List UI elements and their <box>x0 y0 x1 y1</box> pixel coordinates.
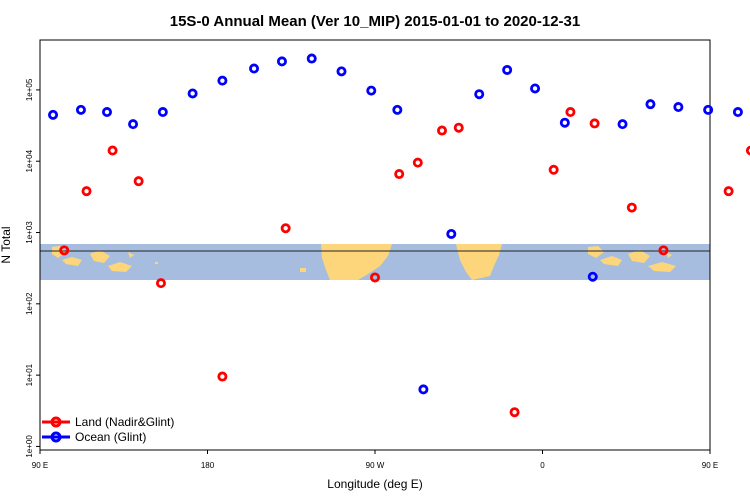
land-point <box>626 202 637 213</box>
map-land-asia-australia-right <box>588 246 676 272</box>
ocean-point <box>128 119 139 130</box>
ocean-point <box>392 104 403 115</box>
y-tick-label: 1e+01 <box>25 363 34 386</box>
land-point <box>133 176 144 187</box>
x-tick-label: 90 W <box>366 461 385 470</box>
ocean-point <box>217 75 228 86</box>
land-point <box>565 107 576 118</box>
x-tick-label: 90 E <box>702 461 718 470</box>
land-point <box>453 122 464 133</box>
land-point <box>412 157 423 168</box>
y-axis: 1e+00 1e+01 1e+02 1e+03 1e+04 1e+05 <box>25 78 40 458</box>
ocean-point <box>187 88 198 99</box>
ocean-point <box>703 104 714 115</box>
y-tick-label: 1e+00 <box>25 435 34 458</box>
land-point <box>107 145 118 156</box>
ocean-point <box>446 228 457 239</box>
series-ocean <box>48 53 743 395</box>
land-point <box>280 223 291 234</box>
map-land-africa <box>456 244 502 280</box>
land-point <box>369 272 380 283</box>
y-tick-label: 1e+04 <box>25 149 34 172</box>
legend: Land (Nadir&Glint) Ocean (Glint) <box>42 415 174 444</box>
legend-item-ocean: Ocean (Glint) <box>42 430 146 444</box>
legend-label-ocean: Ocean (Glint) <box>75 430 146 444</box>
ocean-point <box>474 89 485 100</box>
ocean-point <box>732 107 743 118</box>
y-tick-label: 1e+02 <box>25 292 34 315</box>
land-point <box>509 407 520 418</box>
chart-title: 15S-0 Annual Mean (Ver 10_MIP) 2015-01-0… <box>170 13 580 30</box>
land-point <box>436 125 447 136</box>
ocean-point <box>502 64 513 75</box>
land-point <box>745 145 750 156</box>
ocean-point <box>559 117 570 128</box>
ocean-point <box>157 107 168 118</box>
map-land-islands <box>155 262 306 272</box>
y-axis-label: N Total <box>0 226 13 263</box>
ocean-point <box>645 99 656 110</box>
land-point <box>394 169 405 180</box>
ocean-point <box>366 85 377 96</box>
ocean-point <box>276 56 287 67</box>
x-tick-label: 180 <box>201 461 215 470</box>
ocean-point <box>418 384 429 395</box>
ocean-point <box>102 107 113 118</box>
ocean-point <box>249 63 260 74</box>
y-tick-label: 1e+05 <box>25 78 34 101</box>
x-axis-label: Longitude (deg E) <box>327 477 422 491</box>
land-point <box>217 371 228 382</box>
map-land-south-america <box>321 244 392 280</box>
legend-item-land: Land (Nadir&Glint) <box>42 415 174 429</box>
ocean-point <box>75 104 86 115</box>
ocean-point <box>530 83 541 94</box>
land-point <box>658 245 669 256</box>
land-point <box>155 278 166 289</box>
data-points <box>48 53 750 418</box>
x-tick-label: 90 E <box>32 461 48 470</box>
ocean-point <box>617 119 628 130</box>
map-land-asia-australia-left <box>52 246 134 272</box>
x-tick-label: 0 <box>540 461 545 470</box>
y-tick-label: 1e+03 <box>25 221 34 244</box>
land-point <box>59 245 70 256</box>
ocean-point <box>48 109 59 120</box>
ocean-point <box>336 66 347 77</box>
ocean-point <box>306 53 317 64</box>
series-land <box>59 107 750 418</box>
ocean-point <box>673 102 684 113</box>
land-point <box>81 186 92 197</box>
land-point <box>589 118 600 129</box>
land-point <box>723 186 734 197</box>
land-point <box>548 164 559 175</box>
x-axis: 90 E 180 90 W 0 90 E <box>32 450 718 470</box>
world-map-strip <box>40 244 710 280</box>
legend-label-land: Land (Nadir&Glint) <box>75 415 174 429</box>
ocean-point <box>587 271 598 282</box>
